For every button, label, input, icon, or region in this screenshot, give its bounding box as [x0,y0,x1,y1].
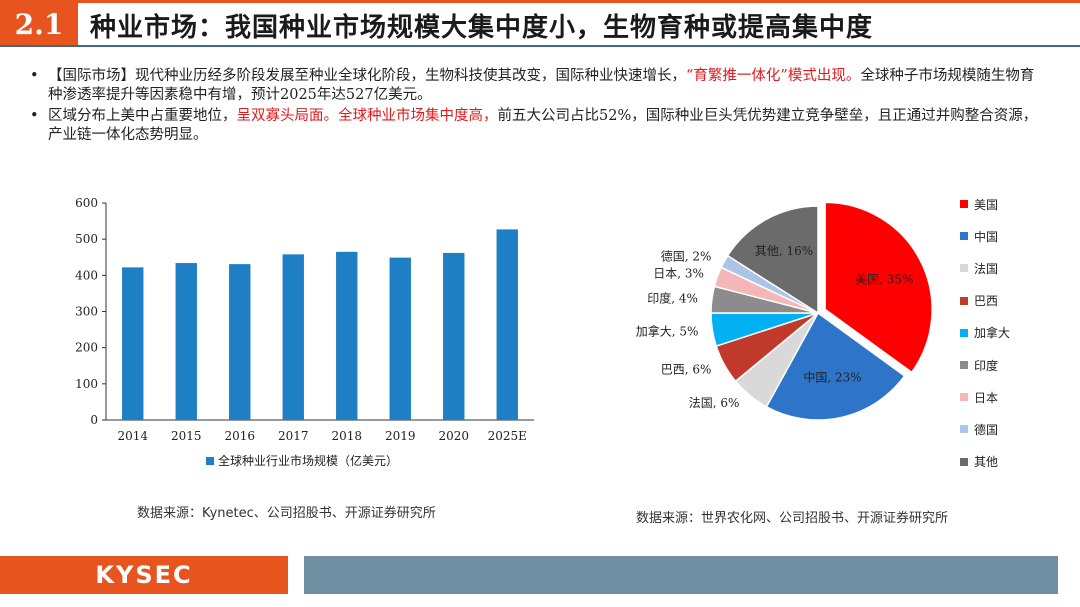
legend-swatch [960,361,968,370]
pie-data-label: 印度, 4% [647,290,698,305]
legend-item: 法国 [960,252,1010,284]
bullet-highlight-text: “育繁推一体化”模式出现。 [686,68,861,84]
legend-swatch [960,425,968,434]
footer-logo: KYSEC [0,556,288,594]
x-tick-label: 2016 [224,429,255,443]
bar [122,267,144,420]
legend-item: 德国 [960,413,1010,445]
pie-data-label: 加拿大, 5% [636,323,699,338]
bullet-item: • 区域分布上美中占重要地位，呈双寡头局面。全球种业市场集中度高，前五大公司占比… [28,107,1038,145]
x-tick-label: 2018 [331,429,362,443]
bullet-text: 前五大公司占比52%，国际种业巨头凭优势建立竞争壁垒，且正通过并购整合资源，产业… [48,108,1038,143]
pie-slice [765,311,906,421]
x-tick-label: 2014 [117,429,148,443]
legend-swatch [960,393,968,402]
market-size-bar-chart: 0 100 200 300 400 500 600 2014 2015 2016 2017 2018 2… [75,196,534,468]
legend-label: 巴西 [974,294,999,309]
pie-data-label: 中国, 23% [803,370,861,385]
bar [336,251,358,420]
legend-label: 美国 [974,197,999,212]
legend-item: 巴西 [960,285,1010,317]
bar [496,229,518,420]
footer-bar [304,556,1058,594]
legend-swatch [960,296,968,305]
bullet-text: 全球种子市场规模随生物育种渗透率提升等因素稳中有增，预计2025年达527亿美元… [48,68,1035,103]
bullet-text: 【国际市场】现代种业历经多阶段发展至种业全球化阶段，生物科技使其改变，国际种业快… [48,68,686,84]
y-tick-label: 400 [75,268,98,282]
bar [282,254,304,420]
pie-data-label: 巴西, 6% [661,362,712,376]
y-tick-label: 100 [75,377,98,391]
x-tick-label: 2019 [385,429,416,443]
legend-label: 加拿大 [974,326,1011,341]
legend-item: 其他 [960,446,1010,478]
pie-slice [824,201,933,374]
footer-logo-text: KYSEC [95,561,193,589]
bullet-dot: • [30,68,39,84]
source-note-left: 数据来源：Kynetec、公司招股书、开源证券研究所 [137,506,436,521]
x-tick-label: 2017 [278,429,309,443]
source-note-right: 数据来源：世界农化网、公司招股书、开源证券研究所 [636,511,949,526]
pie-legend: 美国中国法国巴西加拿大印度日本德国其他 [960,188,1010,478]
legend-label: 印度 [974,358,999,373]
legend-swatch [960,232,968,241]
header-divider [0,45,1080,47]
legend-swatch [206,457,214,465]
section-number-text: 2.1 [14,7,64,41]
legend-label: 德国 [974,422,999,437]
legend-label: 其他 [974,455,999,470]
bullet-item: • 【国际市场】现代种业历经多阶段发展至种业全球化阶段，生物科技使其改变，国际种… [28,67,1038,105]
section-number: 2.1 [0,3,78,45]
legend-item: 美国 [960,188,1010,220]
legend-swatch [960,328,968,337]
legend-item: 中国 [960,220,1010,252]
pie-slice [726,205,819,315]
legend-label: 日本 [974,390,999,405]
y-tick-label: 200 [75,341,98,355]
bar [389,257,411,420]
legend-item: 印度 [960,349,1010,381]
y-tick-label: 0 [90,413,98,427]
bullet-text: 区域分布上美中占重要地位， [48,108,237,124]
y-tick-label: 500 [75,232,98,246]
pie-data-label: 法国, 6% [689,396,740,410]
market-share-pie-chart: 美国, 35% 中国, 23% 法国, 6% 巴西, 6% 加拿大, 5% 印度, 4% 日… [636,201,933,421]
legend-label: 法国 [974,261,999,276]
legend-swatch [960,264,968,273]
legend-swatch [960,200,968,209]
y-tick-label: 600 [75,196,98,210]
pie-data-label: 其他, 16% [755,244,813,258]
legend-item: 加拿大 [960,317,1010,349]
legend-label: 中国 [974,229,999,244]
bullet-dot: • [30,108,39,124]
bar [443,252,465,420]
page-title: 种业市场：我国种业市场规模大集中度小，生物育种或提高集中度 [90,13,874,43]
bullet-highlight-text: 呈双寡头局面。全球种业市场集中度高， [236,108,498,124]
x-tick-label: 2025E [488,429,527,443]
bar [175,263,197,420]
x-tick-label: 2015 [171,429,202,443]
header-accent-strip [0,0,1080,3]
x-tick-label: 2020 [438,429,469,443]
bar [229,264,251,420]
legend-label: 全球种业行业市场规模（亿美元） [218,453,398,468]
legend-swatch [960,457,968,466]
bullet-list: • 【国际市场】现代种业历经多阶段发展至种业全球化阶段，生物科技使其改变，国际种… [28,67,1038,147]
pie-data-label: 德国, 2% [661,249,712,264]
legend-item: 日本 [960,381,1010,413]
pie-data-label: 日本, 3% [653,266,704,280]
pie-data-label: 美国, 35% [855,272,913,286]
y-tick-label: 300 [75,305,98,319]
